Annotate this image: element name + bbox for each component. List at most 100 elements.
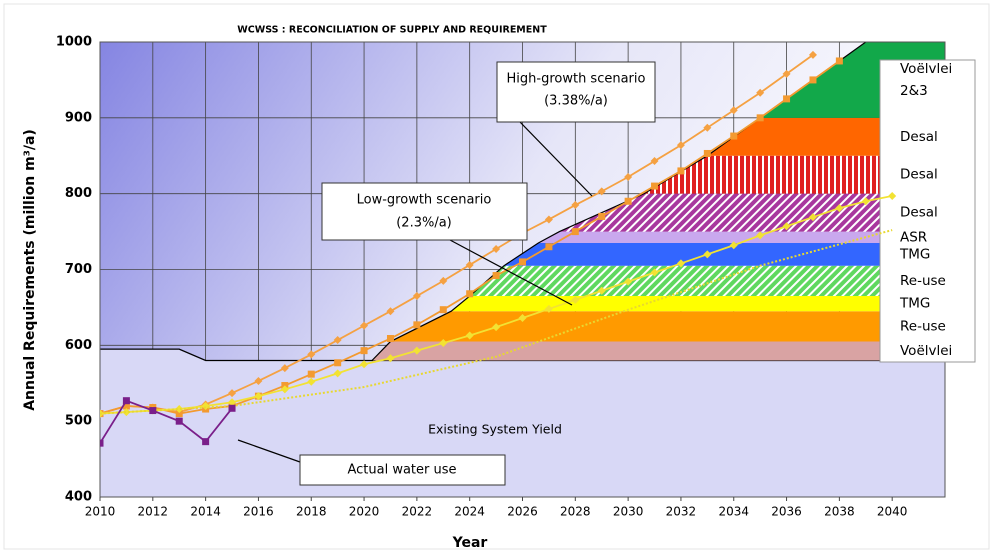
point [412, 346, 421, 355]
axes: 2010 2012 2014 2016 2018 2020 2022 2024 2026 2028… [56, 35, 908, 519]
point [808, 213, 817, 222]
legend-label: Re-use [900, 273, 946, 289]
legend-label: Re-use [900, 318, 946, 334]
x-axis-label: Year [452, 535, 488, 551]
series-line [100, 399, 233, 444]
point [492, 323, 501, 332]
supply-band [390, 311, 945, 342]
series-line [100, 54, 814, 415]
point [597, 187, 606, 196]
point [439, 276, 448, 285]
point [676, 259, 685, 268]
y-tick-label: 800 [65, 186, 92, 201]
point [465, 260, 474, 269]
point [676, 141, 685, 150]
legend-box [879, 59, 976, 363]
point [280, 364, 289, 373]
x-tick-label: 2026 [507, 505, 538, 519]
leader-line [237, 439, 301, 463]
x-tick-label: 2010 [85, 505, 116, 519]
annotation: Actual water use [237, 439, 506, 486]
x-tick-label: 2018 [296, 505, 327, 519]
point [492, 245, 501, 254]
annotation-text: (3.38%/a) [544, 94, 608, 109]
point [756, 114, 764, 122]
annotation-box [496, 61, 656, 123]
supply-band [538, 231, 945, 243]
band-boundary [371, 42, 867, 361]
point [571, 228, 579, 236]
supply-band [504, 242, 945, 266]
legend-label: TMG [899, 246, 930, 262]
y-tick-label: 600 [65, 338, 92, 353]
point [598, 212, 606, 220]
annotation-text: (2.3%/a) [396, 216, 452, 231]
annotation-text: Low-growth scenario [357, 193, 492, 208]
x-tick-label: 2038 [824, 505, 855, 519]
point [360, 321, 369, 330]
point [518, 314, 527, 323]
point [782, 222, 791, 231]
point [360, 360, 369, 369]
annotation: Low-growth scenario (2.3%/a) [321, 182, 573, 306]
x-tick-label: 2014 [190, 505, 221, 519]
point [544, 304, 553, 313]
point [519, 258, 526, 266]
x-tick-label: 2028 [560, 505, 591, 519]
x-tick-label: 2040 [877, 505, 908, 519]
supply-band [643, 155, 945, 194]
plot-area: Existing System Yield [100, 42, 945, 497]
point [228, 389, 237, 398]
supply-band [469, 265, 945, 297]
x-tick-label: 2012 [138, 505, 169, 519]
annotation-text: Actual water use [347, 463, 456, 478]
legend-label: TMG [899, 296, 930, 312]
point [307, 370, 315, 378]
supply-band [559, 193, 945, 232]
annotation-box [299, 454, 506, 486]
point [835, 204, 844, 213]
point [703, 149, 711, 157]
point [730, 132, 738, 140]
point [228, 398, 237, 407]
point [624, 277, 633, 286]
point [175, 417, 183, 425]
point [783, 95, 791, 103]
point [651, 182, 659, 190]
point [544, 215, 553, 224]
point [545, 243, 553, 251]
point [756, 88, 765, 97]
annotation-box [321, 182, 528, 241]
point [571, 295, 580, 304]
point [782, 69, 791, 78]
chart-title: WCWSS : RECONCILIATION OF SUPPLY AND REQ… [237, 25, 547, 36]
point [254, 392, 263, 401]
y-tick-label: 900 [65, 110, 92, 125]
point [597, 286, 606, 295]
y-axis-label: Annual Requirements (million m³/a) [22, 129, 38, 411]
point [465, 331, 474, 340]
point [307, 377, 316, 386]
legend-label: Voëlvlei [900, 343, 952, 359]
supply-band [371, 341, 945, 361]
x-tick-label: 2024 [454, 505, 485, 519]
point [650, 268, 659, 277]
legend-label: ASR [900, 229, 927, 245]
point [333, 369, 342, 378]
leader-line [449, 239, 573, 306]
point [729, 106, 738, 115]
point [122, 408, 131, 417]
point [333, 336, 342, 345]
point [100, 439, 104, 447]
point [202, 438, 210, 446]
supply-band [451, 296, 945, 312]
point [254, 376, 263, 385]
leader-line [519, 121, 593, 197]
legend: VoëlvleiRe-useTMGRe-useTMGASRDesalDesalD… [879, 59, 976, 363]
y-tick-label: 700 [65, 262, 92, 277]
point [122, 402, 130, 410]
point [888, 191, 897, 200]
x-tick-label: 2036 [771, 505, 802, 519]
x-tick-label: 2022 [402, 505, 433, 519]
